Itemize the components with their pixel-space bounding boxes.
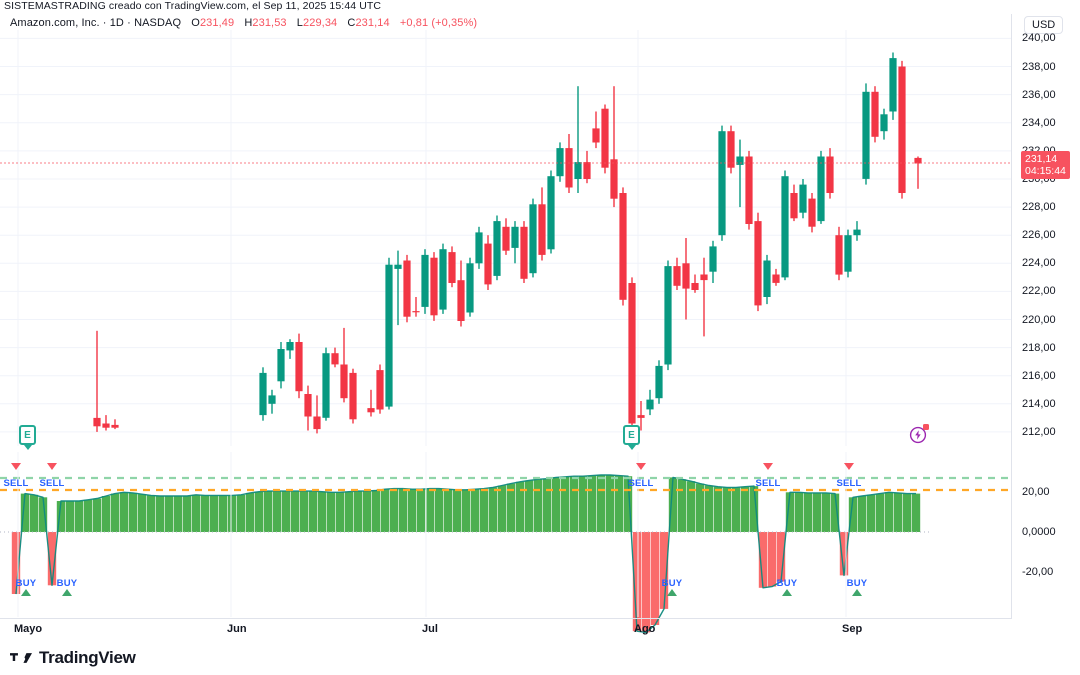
buy-signal-label: BUY — [776, 578, 798, 589]
price-axis-tick: 234,00 — [1022, 116, 1056, 129]
buy-signal-arrow — [21, 589, 31, 596]
price-axis-tick: 224,00 — [1022, 257, 1056, 270]
price-pane[interactable] — [0, 30, 1012, 446]
legend-high-value: 231,53 — [252, 17, 287, 29]
legend-close-label: C — [347, 17, 356, 29]
price-axis-tick: 240,00 — [1022, 32, 1056, 45]
legend-open-label: O — [191, 17, 200, 29]
legend-close-value: 231,14 — [355, 17, 390, 29]
price-axis-tick: 214,00 — [1022, 397, 1056, 410]
sell-signal-arrow — [47, 463, 57, 470]
price-axis-tick: 222,00 — [1022, 285, 1056, 298]
current-price-badge: 231,14 04:15:44 — [1021, 150, 1070, 179]
legend-low-value: 229,34 — [303, 17, 338, 29]
chart-legend: Amazon.com, Inc. · 1D · NASDAQ O231,49 H… — [10, 17, 477, 30]
currency-chip[interactable]: USD — [1024, 16, 1064, 34]
sell-signal-label: SELL — [628, 478, 654, 489]
earnings-badge-tip — [628, 445, 636, 450]
price-axis[interactable]: USD 240,00238,00236,00234,00232,00230,00… — [1011, 14, 1080, 618]
earnings-badge-label: E — [24, 429, 31, 441]
time-axis-month-label: Jul — [422, 623, 438, 635]
buy-signal-arrow — [782, 589, 792, 596]
sell-signal-arrow — [844, 463, 854, 470]
indicator-axis-tick: -20,00 — [1022, 565, 1054, 578]
legend-change: +0,81 (+0,35%) — [399, 17, 478, 29]
legend-interval[interactable]: 1D — [109, 17, 124, 29]
lightning-bolt-icon[interactable] — [909, 424, 929, 444]
time-axis-month-label: Sep — [842, 623, 863, 635]
tradingview-wordmark: TradingView — [39, 648, 136, 667]
price-axis-tick: 238,00 — [1022, 60, 1056, 73]
price-axis-tick: 228,00 — [1022, 201, 1056, 214]
price-axis-tick: 220,00 — [1022, 313, 1056, 326]
sell-signal-arrow — [636, 463, 646, 470]
buy-signal-arrow — [667, 589, 677, 596]
earnings-badge-box — [623, 425, 640, 445]
tradingview-footer: TradingView — [10, 648, 136, 668]
time-axis-month-label: Ago — [634, 623, 656, 635]
bolt-notification-dot — [923, 424, 929, 430]
price-axis-tick: 216,00 — [1022, 369, 1056, 382]
legend-open-value: 231,49 — [199, 17, 235, 29]
buy-signal-label: BUY — [661, 578, 683, 589]
buy-signal-arrow — [62, 589, 72, 596]
legend-symbol[interactable]: Amazon.com, Inc. — [10, 17, 100, 29]
candlestick-series — [0, 30, 1012, 446]
sell-signal-label: SELL — [3, 478, 29, 489]
earnings-badge-tip — [24, 445, 32, 450]
earnings-badge[interactable]: E — [623, 425, 640, 450]
price-axis-tick: 236,00 — [1022, 88, 1056, 101]
sell-signal-arrow — [763, 463, 773, 470]
time-axis-month-label: Mayo — [14, 623, 43, 635]
sell-signal-label: SELL — [755, 478, 781, 489]
attribution-text: SISTEMASTRADING creado con TradingView.c… — [4, 0, 382, 12]
buy-signal-arrow — [852, 589, 862, 596]
indicator-axis-tick: 0,0000 — [1022, 526, 1056, 538]
sell-signal-label: SELL — [836, 478, 862, 489]
tradingview-logo-icon — [10, 653, 32, 663]
buy-signal-label: BUY — [56, 578, 78, 589]
bar-countdown: 04:15:44 — [1025, 164, 1066, 177]
price-axis-tick: 218,00 — [1022, 341, 1056, 354]
buy-signal-label: BUY — [15, 578, 37, 589]
buy-signal-label: BUY — [846, 578, 868, 589]
current-price-value: 231,14 — [1025, 152, 1058, 165]
price-axis-tick: 226,00 — [1022, 229, 1056, 242]
indicator-axis-tick: 20,00 — [1022, 486, 1050, 498]
legend-low-label: L — [296, 17, 304, 29]
time-axis[interactable]: Mayo Jun Jul Ago Sep — [0, 618, 1012, 641]
earnings-badge-box — [19, 425, 36, 445]
earnings-badge[interactable]: E — [19, 425, 36, 450]
sell-signal-arrow — [11, 463, 21, 470]
histogram-series — [0, 452, 1012, 634]
indicator-pane[interactable] — [0, 452, 1012, 634]
legend-sep-1: · — [102, 17, 107, 29]
legend-sep-2: · — [127, 17, 131, 29]
earnings-badge-label: E — [628, 429, 635, 441]
sell-signal-label: SELL — [39, 478, 65, 489]
legend-high-label: H — [244, 17, 253, 29]
time-axis-month-label: Jun — [227, 623, 247, 635]
legend-exchange: NASDAQ — [134, 17, 182, 29]
price-axis-tick: 212,00 — [1022, 425, 1056, 438]
